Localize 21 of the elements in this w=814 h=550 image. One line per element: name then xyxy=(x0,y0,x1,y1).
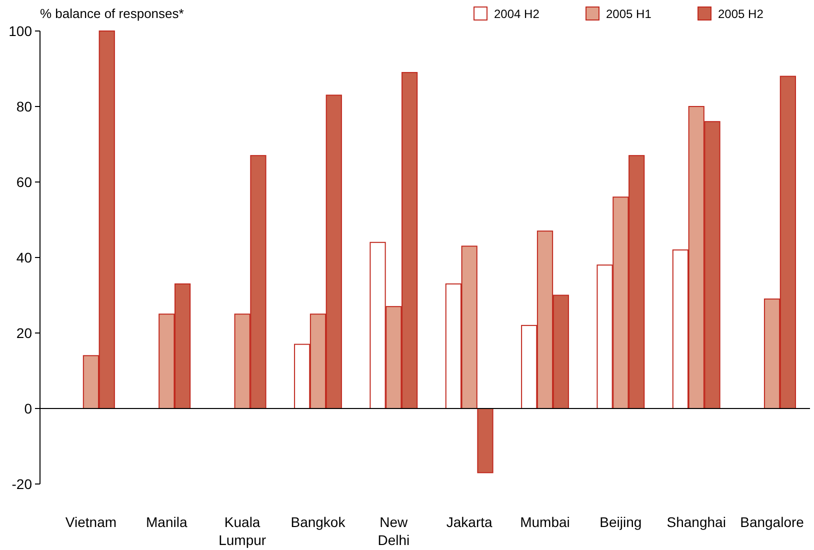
y-tick-label: 60 xyxy=(16,174,32,190)
y-tick-label: 40 xyxy=(16,249,32,266)
y-tick-label: -20 xyxy=(12,476,32,492)
x-tick-label: Manila xyxy=(146,514,188,530)
x-tick-label: Mumbai xyxy=(520,514,570,530)
legend-label: 2004 H2 xyxy=(494,7,540,21)
x-tick-label: Bangkok xyxy=(290,514,346,530)
y-tick-label: 0 xyxy=(24,400,32,416)
x-tick-label: Shanghai xyxy=(666,514,726,530)
y-tick-label: 20 xyxy=(16,324,32,341)
x-tick-label: Beijing xyxy=(600,514,642,530)
y-tick-label: 100 xyxy=(8,22,32,39)
y-axis-title: % balance of responses* xyxy=(40,6,184,21)
y-tick-label: 80 xyxy=(16,98,32,114)
legend-label: 2005 H1 xyxy=(606,7,652,21)
x-tick-label: Jakarta xyxy=(446,514,492,530)
x-tick-label: Kuala Lumpur xyxy=(218,514,266,548)
x-tick-label: Bangalore xyxy=(740,514,804,530)
x-tick-label: Vietnam xyxy=(65,514,117,530)
x-tick-label: New Delhi xyxy=(378,514,410,548)
legend-label: 2005 H2 xyxy=(718,7,764,21)
